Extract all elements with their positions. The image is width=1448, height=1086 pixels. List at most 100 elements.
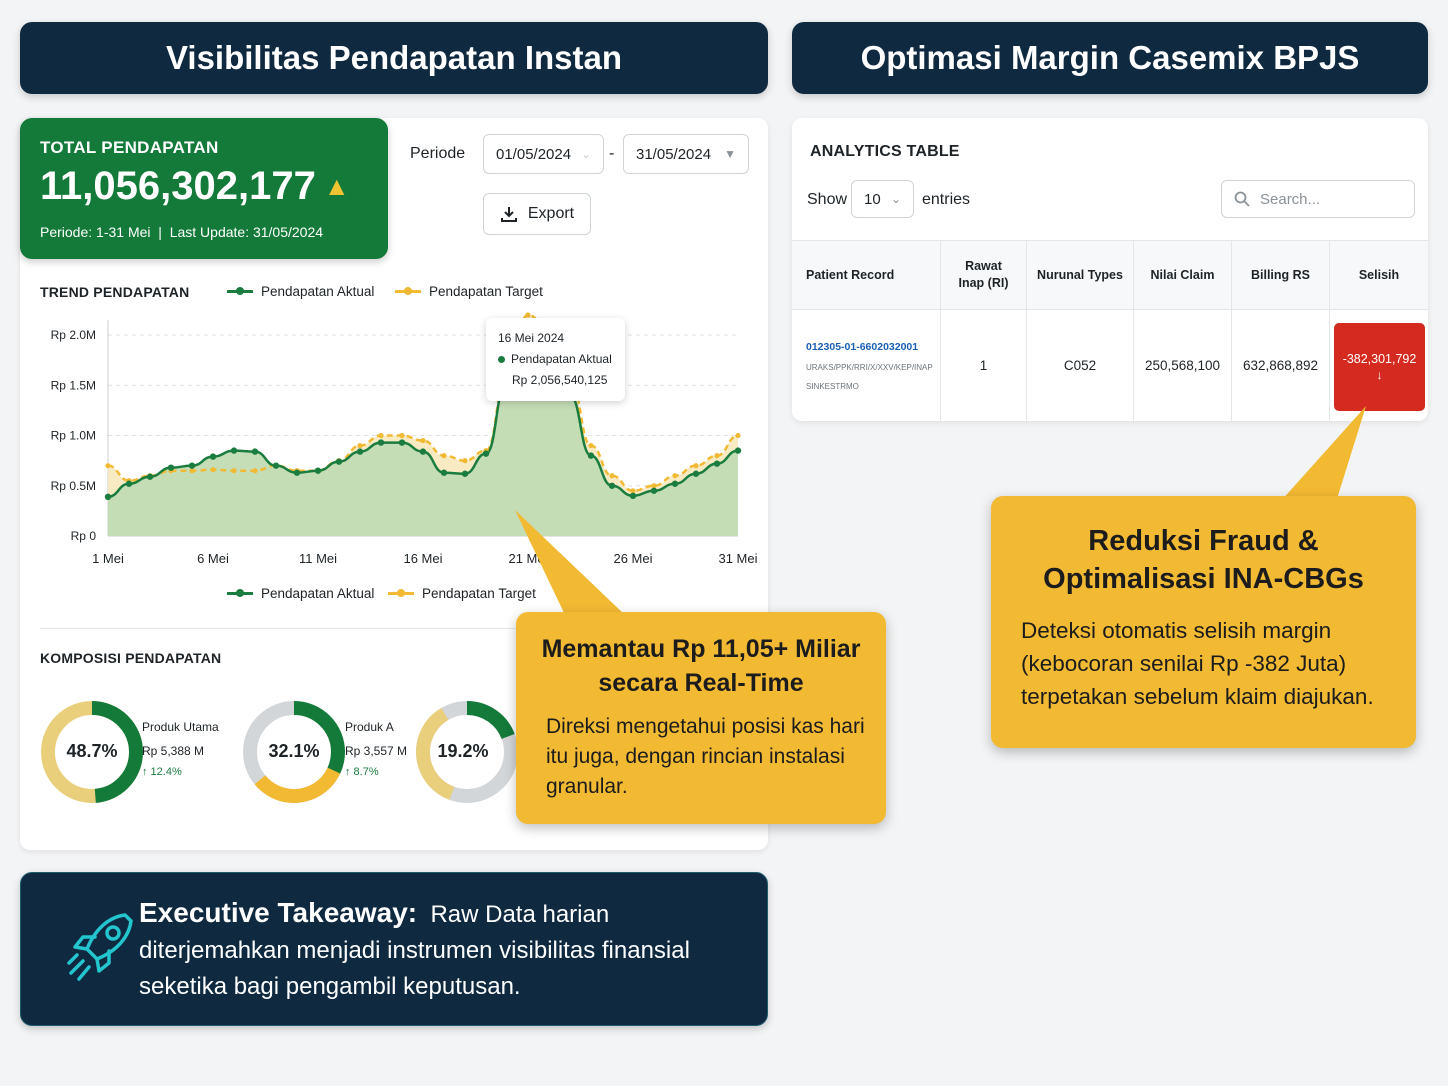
callout-left-pointer [515, 510, 625, 615]
actual-point [482, 450, 490, 457]
target-point [672, 473, 678, 479]
callout-right-title: Reduksi Fraud & Optimalisasi INA-CBGs [1043, 525, 1364, 595]
chart-tooltip: 16 Mei 2024 Pendapatan Aktual Rp 2,056,5… [486, 318, 625, 401]
left-banner: Visibilitas Pendapatan Instan [20, 22, 768, 94]
actual-point [230, 447, 238, 454]
search-input[interactable]: Search... [1221, 180, 1415, 218]
tooltip-date: 16 Mei 2024 [498, 331, 565, 345]
donut-legend-1: Produk A Rp 3,557 M ↑ 8.7% [345, 720, 408, 778]
actual-point [377, 439, 385, 446]
chevron-down-icon: ▼ [724, 147, 736, 161]
donut-pct-2: 19.2% [437, 741, 489, 761]
target-point [714, 453, 720, 459]
chevron-down-icon: ⌄ [580, 147, 591, 161]
actual-point [209, 453, 217, 460]
actual-point [713, 460, 721, 467]
executive-takeaway: Executive Takeaway: Raw Data harian dite… [20, 872, 768, 1026]
download-icon [500, 207, 517, 222]
trend-title: TREND PENDAPATAN [40, 284, 190, 300]
actual-point [461, 470, 469, 477]
total-revenue-amount: 11,056,302,177 ▲ [40, 164, 350, 208]
donut-pct-0: 48.7% [66, 741, 118, 761]
col-rawat-inap[interactable]: Rawat Inap (RI) [940, 241, 1026, 309]
actual-point [167, 464, 175, 471]
left-banner-title: Visibilitas Pendapatan Instan [165, 39, 623, 76]
x-tick-label: 6 Mei [197, 551, 229, 566]
target-point [525, 312, 531, 318]
col-billing-rs[interactable]: Billing RS [1231, 241, 1329, 309]
analytics-card: ANALYTICS TABLE Show 10 ⌄ entries Search.… [792, 118, 1428, 421]
export-button[interactable]: Export [483, 193, 591, 235]
donut-legend-0: Produk Utama Rp 5,388 M ↑ 12.4% [142, 720, 219, 778]
y-tick-label: Rp 1.5M [51, 378, 96, 392]
date-from-input[interactable]: 01/05/2024 ⌄ [483, 134, 604, 174]
cell-rawat-inap: 1 [940, 310, 1026, 421]
actual-point [335, 458, 343, 465]
search-icon [1234, 191, 1250, 207]
callout-left-body: Direksi mengetahui posisi kas hari itu j… [546, 715, 865, 798]
total-revenue-label: TOTAL PENDAPATAN [40, 138, 219, 157]
col-nurunal-types[interactable]: Nurunal Types [1026, 241, 1133, 309]
x-tick-label: 31 Mei [718, 551, 757, 566]
actual-point [251, 448, 259, 455]
cell-selisih: -382,301,792 ↓ [1329, 310, 1428, 421]
tooltip-series: Pendapatan Aktual [498, 349, 613, 370]
col-patient-record[interactable]: Patient Record [806, 268, 895, 282]
donut-produk-a[interactable] [242, 700, 346, 804]
y-tick-label: Rp 0.5M [51, 479, 96, 493]
target-point [609, 473, 615, 479]
target-point [420, 437, 426, 444]
x-tick-label: 16 Mei [403, 551, 442, 566]
composition-title: KOMPOSISI PENDAPATAN [40, 650, 222, 666]
callout-left-title: Memantau Rp 11,05+ Miliar secara Real-Ti… [541, 635, 861, 697]
table-row[interactable]: 012305-01-6602032001 URAKS/PPK/RRI/X/XXV… [792, 310, 1428, 421]
trend-chart[interactable]: Rp 2.0M Rp 1.5M Rp 1.0M Rp 0.5M Rp 0 1 Mei 6 M… [20, 300, 768, 580]
actual-point [356, 448, 364, 455]
cell-billing-rs: 632,868,892 [1231, 310, 1329, 421]
periode-label: Periode [410, 145, 466, 162]
actual-point [398, 439, 406, 446]
legend-target-bottom: Pendapatan Target [388, 586, 536, 601]
target-point [105, 463, 111, 469]
target-point [378, 432, 384, 439]
y-tick-label: Rp 0 [71, 529, 97, 543]
target-point [399, 432, 405, 439]
entries-label: entries [922, 191, 971, 208]
col-selisih[interactable]: Selisih [1329, 241, 1428, 309]
target-point [189, 468, 195, 474]
actual-point [734, 447, 742, 454]
legend-actual-top: Pendapatan Aktual [227, 284, 374, 299]
target-point [693, 463, 699, 469]
takeaway-text: Executive Takeaway: Raw Data harian dite… [139, 897, 690, 1000]
callout-right-body: Deteksi otomatis selisih margin (kebocor… [1021, 618, 1374, 709]
x-tick-label: 1 Mei [92, 551, 124, 566]
actual-point [629, 492, 637, 500]
actual-point [188, 462, 196, 469]
actual-point [692, 470, 700, 477]
actual-point [419, 448, 427, 455]
donut-pct-1: 32.1% [268, 741, 320, 761]
actual-point [440, 469, 448, 476]
entries-select[interactable]: 10 ⌄ [851, 180, 914, 218]
actual-point [314, 467, 322, 474]
patient-record-link[interactable]: 012305-01-6602032001 [806, 340, 919, 353]
donut-other[interactable] [415, 700, 519, 804]
actual-point [146, 473, 154, 480]
target-point [252, 468, 258, 474]
target-point [357, 442, 363, 449]
target-point [735, 432, 741, 439]
table-header: Patient Record Rawat Inap (RI) Nurunal T… [792, 240, 1428, 310]
x-tick-label: 11 Mei [299, 551, 337, 566]
trend-up-icon: ▲ [323, 171, 350, 201]
y-tick-label: Rp 1.0M [51, 429, 96, 443]
donut-produk-utama[interactable] [40, 700, 144, 804]
section-divider [40, 628, 750, 629]
target-point [588, 442, 594, 449]
date-to-input[interactable]: 31/05/2024 ▼ [623, 134, 749, 174]
actual-point [671, 480, 679, 487]
y-tick-label: Rp 2.0M [51, 328, 96, 342]
cell-type: C052 [1026, 310, 1133, 421]
rocket-icon [67, 913, 133, 981]
col-nilai-claim[interactable]: Nilai Claim [1133, 241, 1231, 309]
actual-point [125, 480, 133, 487]
